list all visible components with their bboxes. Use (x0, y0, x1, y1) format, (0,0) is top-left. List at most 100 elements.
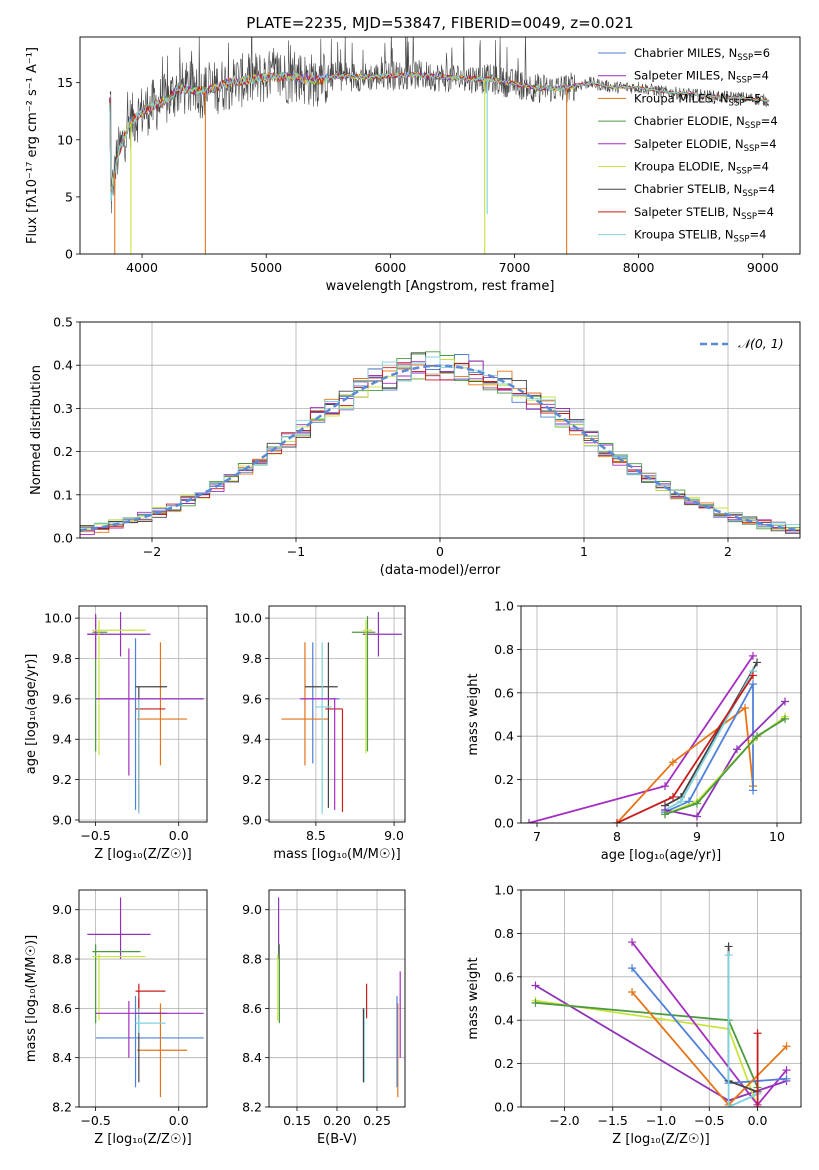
x-tick-label: 4000 (126, 260, 158, 275)
x-tick-label: 0 (436, 544, 444, 559)
legend-label-SaS: Salpeter STELIB, NSSP=4 (634, 205, 774, 222)
axes-frame (520, 889, 802, 1108)
marker-ChE (781, 714, 789, 723)
axes-frame (79, 36, 801, 255)
x-tick-label: 0.15 (283, 1113, 311, 1128)
y-tick-label: 9.6 (242, 691, 262, 706)
marker-ChE (661, 810, 669, 819)
y-tick-label: 10.0 (44, 611, 72, 626)
y-tick-label: 0.1 (53, 487, 73, 502)
y-tick-label: 8.4 (242, 1050, 262, 1065)
legend-label-ChS: Chabrier STELIB, NSSP=4 (634, 182, 775, 199)
y-tick-label: 9.2 (242, 772, 262, 787)
x-axis-label: Z [log₁₀(Z/Z☉)] (612, 1132, 709, 1147)
x-tick-label: 9000 (747, 260, 779, 275)
axes-frame (520, 605, 802, 824)
marker-SaS (613, 819, 621, 823)
legend-label-ChM: Chabrier MILES, NSSP=6 (634, 46, 770, 63)
y-tick-label: 9.0 (242, 812, 262, 827)
x-tick-label: 0.0 (169, 828, 189, 843)
marker-SaM (781, 697, 789, 706)
x-tick-label: 0.0 (748, 1113, 768, 1128)
y-tick-label: 9.8 (52, 651, 72, 666)
x-axis-label: age [log₁₀(age/yr)] (601, 848, 722, 863)
y-tick-label: 9.0 (242, 902, 262, 917)
y-tick-label: 0.6 (494, 969, 514, 984)
y-tick-label: 1.0 (494, 883, 514, 898)
y-tick-label: 0.0 (494, 1100, 514, 1115)
y-axis-label: age [log₁₀(age/yr)] (24, 654, 39, 775)
hist-SaS (80, 362, 800, 531)
y-tick-label: 8.6 (52, 1001, 72, 1016)
axes-frame (79, 321, 801, 539)
series-SaM (664, 700, 786, 818)
y-tick-label: 0.3 (53, 401, 73, 416)
chart-weight_vs_Z: −2.0 −1.5 −1.0 −0.5 0.0 0.0 0.2 0.4 0.6 0.8 1.0 Z [… (466, 883, 802, 1147)
y-tick-label: 9.0 (52, 902, 72, 917)
marker-KrM (782, 1042, 791, 1051)
x-tick-label: 7000 (499, 260, 531, 275)
marker-KrS (677, 797, 685, 806)
marker-SaE (782, 1066, 791, 1075)
plot-area-age_vs_Z (87, 612, 204, 814)
y-tick-label: 1.0 (494, 599, 514, 614)
legend-label-SaE: Salpeter ELODIE, NSSP=4 (634, 137, 777, 154)
marker-SaS (749, 671, 757, 680)
x-tick-label: −2.0 (549, 1113, 579, 1128)
plot-area-spectrum (109, 37, 770, 254)
x-tick-label: 0.25 (363, 1113, 391, 1128)
series-KrS (727, 955, 758, 1107)
x-axis-label: (data-model)/error (380, 563, 501, 578)
axes-frame (268, 889, 406, 1108)
plot-area-mass_vs_Z (87, 897, 204, 1098)
marker-ChM (628, 964, 637, 973)
x-axis-label: wavelength [Angstrom, rest frame] (326, 279, 555, 294)
x-axis-label: Z [log₁₀(Z/Z☉)] (94, 1132, 191, 1147)
y-tick-label: 0.2 (494, 772, 514, 787)
marker-ChE (693, 799, 701, 808)
series-ChE (535, 1001, 759, 1088)
spectrum-line-ChS (109, 37, 769, 214)
chart-mass_vs_Z: −0.5 0.0 8.2 8.4 8.6 8.8 9.0 Z [log₁₀(Z/Z☉)] mas… (24, 889, 208, 1147)
x-tick-label: 2 (724, 544, 732, 559)
chart-spectrum: 4000 5000 6000 7000 8000 9000 0 5 10 15 wavelength… (25, 36, 801, 294)
y-tick-label: 8.8 (242, 952, 262, 967)
y-axis-label: mass weight (466, 957, 481, 1039)
y-tick-label: 9.4 (52, 732, 72, 747)
x-axis-label: Z [log₁₀(Z/Z☉)] (94, 847, 191, 862)
y-tick-label: 0.5 (53, 315, 73, 330)
y-tick-label: 0.4 (53, 358, 73, 373)
x-tick-label: 9.0 (384, 828, 404, 843)
y-tick-label: 0.8 (494, 642, 514, 657)
y-tick-label: 0.0 (494, 816, 514, 831)
chart-residuals: −2 −1 0 1 2 0.0 0.1 0.2 0.3 0.4 0.5 (data-model)/er… (29, 315, 801, 578)
chart-weight_vs_age: 7 8 9 10 0.0 0.2 0.4 0.6 0.8 1.0 age [log₁₀(age/yr… (466, 599, 802, 863)
chart-age_vs_Z: −0.5 0.0 9.0 9.2 9.4 9.6 9.8 10.0 Z [log₁₀(Z/Z☉)… (24, 605, 208, 862)
x-tick-label: −1.0 (646, 1113, 676, 1128)
y-tick-label: 9.6 (52, 691, 72, 706)
marker-KrM (669, 758, 677, 767)
y-tick-label: 9.0 (52, 812, 72, 827)
y-tick-label: 8.8 (52, 952, 72, 967)
legend-label-KrE: Kroupa ELODIE, NSSP=4 (634, 160, 769, 177)
plot-area-weight_vs_Z (531, 938, 791, 1107)
x-tick-label: −1 (287, 544, 305, 559)
y-tick-label: 8.4 (52, 1050, 72, 1065)
figure-title: PLATE=2235, MJD=53847, FIBERID=0049, z=0… (246, 14, 633, 32)
x-tick-label: 8 (613, 829, 621, 844)
y-tick-label: 0 (65, 247, 73, 262)
axes-frame (268, 605, 406, 823)
x-tick-label: 8.5 (306, 828, 326, 843)
x-tick-label: −0.5 (80, 1113, 110, 1128)
marker-SaE (749, 651, 757, 660)
y-tick-label: 15 (57, 75, 73, 90)
marker-ChE (753, 732, 761, 741)
marker-KrM (741, 703, 749, 712)
y-tick-label: 8.6 (242, 1001, 262, 1016)
marker-KrS (724, 1103, 733, 1107)
marker-SaE (525, 819, 533, 823)
plot-area-weight_vs_age (525, 651, 789, 823)
y-tick-label: 0.8 (494, 926, 514, 941)
marker-SaE (628, 938, 637, 947)
